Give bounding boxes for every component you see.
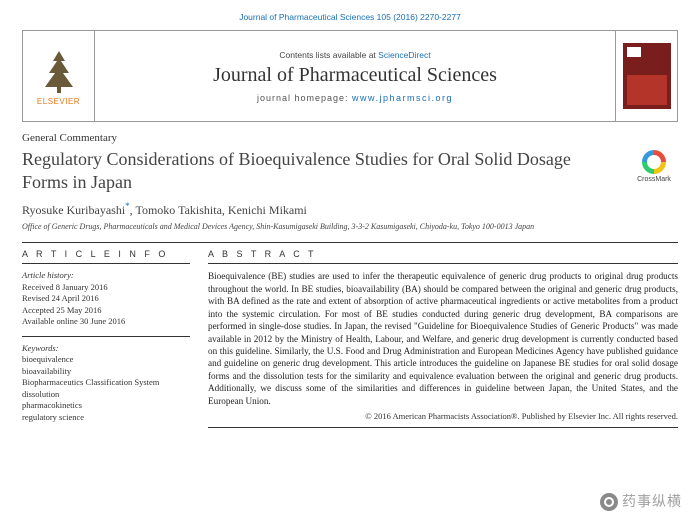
header-center: Contents lists available at ScienceDirec… [95, 31, 615, 121]
history-label: Article history: [22, 270, 190, 281]
watermark-text: 药事纵横 [622, 493, 682, 509]
article-section-type: General Commentary [22, 132, 678, 144]
journal-homepage-line: journal homepage: www.jpharmsci.org [95, 93, 615, 103]
watermark-icon [600, 493, 618, 511]
sciencedirect-link[interactable]: ScienceDirect [378, 50, 430, 60]
article-info-column: A R T I C L E I N F O Article history: R… [22, 249, 190, 434]
contents-prefix: Contents lists available at [279, 50, 378, 60]
author-1: Ryosuke Kuribayashi [22, 203, 125, 217]
authors-list: Ryosuke Kuribayashi*, Tomoko Takishita, … [22, 201, 678, 218]
keyword-1: bioavailability [22, 366, 190, 377]
top-divider [22, 242, 678, 243]
article-info-heading: A R T I C L E I N F O [22, 249, 190, 259]
history-accepted: Accepted 25 May 2016 [22, 305, 190, 316]
history-online: Available online 30 June 2016 [22, 316, 190, 327]
author-3: Kenichi Mikami [228, 203, 307, 217]
keyword-4: pharmacokinetics [22, 400, 190, 411]
history-received: Received 8 January 2016 [22, 282, 190, 293]
cover-thumbnail-cell [615, 31, 677, 121]
affiliation: Office of Generic Drugs, Pharmaceuticals… [22, 222, 678, 232]
abstract-heading: A B S T R A C T [208, 249, 678, 259]
crossmark-label: CrossMark [630, 176, 678, 183]
keyword-3: dissolution [22, 389, 190, 400]
abstract-rule [208, 263, 678, 264]
journal-title: Journal of Pharmaceutical Sciences [95, 64, 615, 87]
copyright-line: © 2016 American Pharmacists Association®… [208, 411, 678, 421]
two-column-region: A R T I C L E I N F O Article history: R… [22, 249, 678, 434]
keywords-rule [22, 336, 190, 337]
contents-available-line: Contents lists available at ScienceDirec… [95, 50, 615, 60]
keywords-block: Keywords: bioequivalence bioavailability… [22, 343, 190, 423]
history-revised: Revised 24 April 2016 [22, 293, 190, 304]
watermark: 药事纵横 [600, 491, 682, 511]
crossmark-badge[interactable]: CrossMark [630, 150, 678, 183]
keyword-0: bioequivalence [22, 354, 190, 365]
abstract-column: A B S T R A C T Bioequivalence (BE) stud… [208, 249, 678, 434]
info-rule [22, 263, 190, 264]
journal-header: ELSEVIER Contents lists available at Sci… [22, 30, 678, 122]
keyword-5: regulatory science [22, 412, 190, 423]
article-title: Regulatory Considerations of Bioequivale… [22, 148, 620, 193]
bottom-divider [208, 427, 678, 428]
publisher-name: ELSEVIER [37, 97, 80, 106]
keywords-label: Keywords: [22, 343, 190, 354]
author-2: Tomoko Takishita [135, 203, 221, 217]
homepage-link[interactable]: www.jpharmsci.org [352, 93, 453, 103]
keyword-2: Biopharmaceutics Classification System [22, 377, 190, 388]
homepage-prefix: journal homepage: [257, 93, 352, 103]
article-history: Article history: Received 8 January 2016… [22, 270, 190, 327]
journal-reference: Journal of Pharmaceutical Sciences 105 (… [22, 12, 678, 22]
publisher-logo-cell: ELSEVIER [23, 31, 95, 121]
abstract-text: Bioequivalence (BE) studies are used to … [208, 270, 678, 407]
crossmark-icon [642, 150, 666, 174]
journal-cover-thumbnail [623, 43, 671, 109]
elsevier-tree-icon [39, 47, 79, 95]
